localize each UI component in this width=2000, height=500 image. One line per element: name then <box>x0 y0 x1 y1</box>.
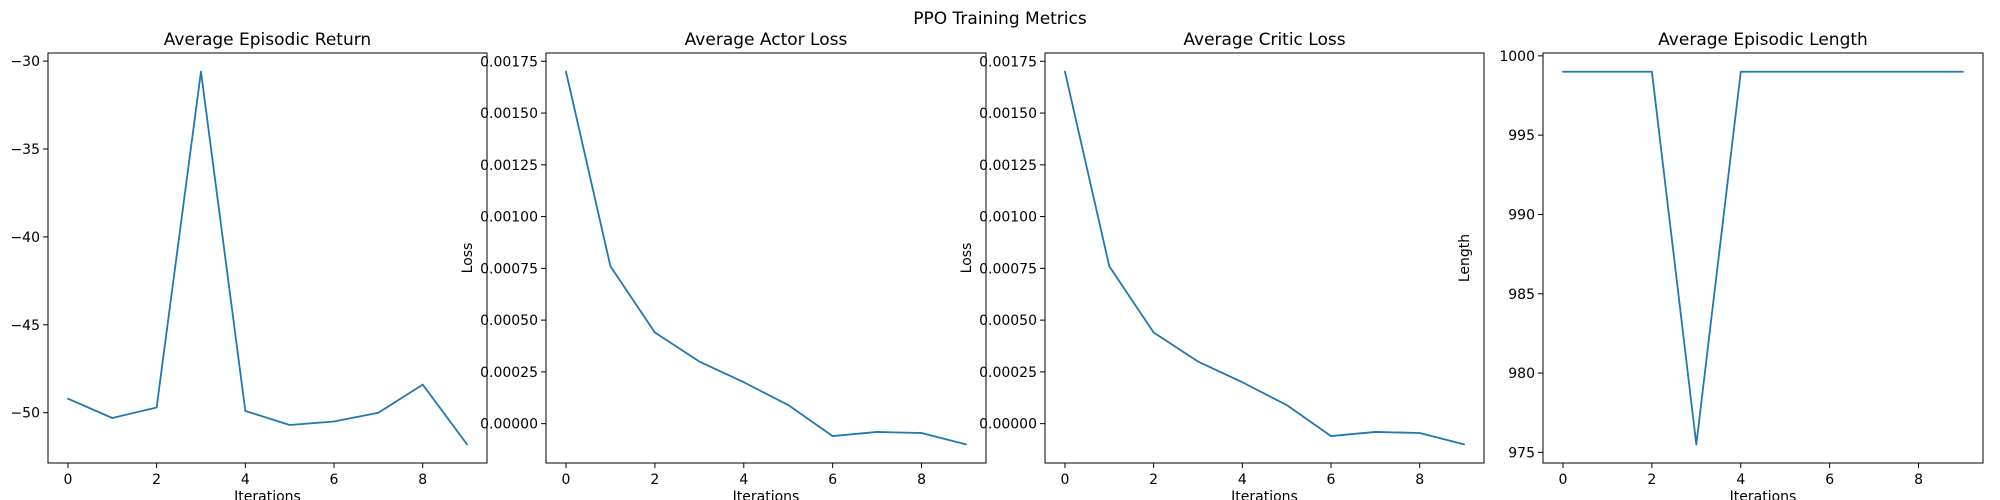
panel-title: Average Actor Loss <box>685 30 848 50</box>
x-tick-label: 6 <box>1825 472 1834 488</box>
y-tick-label: 0.00000 <box>979 417 1037 433</box>
y-tick-label: 0.00050 <box>480 313 538 329</box>
y-tick-label: 990 <box>1508 207 1535 223</box>
y-tick-label: 0.00100 <box>979 210 1037 226</box>
series-line <box>565 70 967 446</box>
y-tick-label: −50 <box>10 406 40 422</box>
x-tick-label: 8 <box>418 472 427 488</box>
chart-panel-1: Average Episodic Return 0 2 4 6 8 −50 −45 −40 −35… <box>10 30 488 500</box>
y-tick-label: 0.00150 <box>979 106 1037 122</box>
y-tick-label: −30 <box>10 54 40 70</box>
chart-panel-4: Average Episodic Length 0 2 4 6 8 975 980 985 990… <box>1457 30 1984 500</box>
y-tick-label: 985 <box>1508 287 1535 303</box>
plot-frame <box>47 52 488 464</box>
x-tick-label: 2 <box>1149 472 1158 488</box>
x-axis-label: Iterations <box>234 489 301 500</box>
panel-title: Average Critic Loss <box>1183 30 1345 50</box>
y-tick-label: 0.00175 <box>979 54 1037 70</box>
x-tick-label: 2 <box>650 472 659 488</box>
y-tick-label: 0.00075 <box>979 261 1037 277</box>
x-tick-label: 2 <box>1647 472 1656 488</box>
panel-title: Average Episodic Length <box>1658 30 1868 50</box>
y-tick-label: −40 <box>10 230 40 246</box>
x-tick-label: 4 <box>1238 472 1247 488</box>
x-tick-label: 4 <box>1736 472 1745 488</box>
plot-frame <box>1542 52 1984 464</box>
y-tick-label: 0.00025 <box>480 365 538 381</box>
x-tick-label: 4 <box>739 472 748 488</box>
y-tick-label: 0.00125 <box>480 158 538 174</box>
y-tick-label: 0.00000 <box>480 417 538 433</box>
series-line <box>67 70 468 446</box>
x-tick-label: 0 <box>1060 472 1069 488</box>
y-tick-label: 0.00050 <box>979 313 1037 329</box>
x-tick-label: 6 <box>828 472 837 488</box>
x-tick-label: 4 <box>241 472 250 488</box>
y-tick-label: 0.00100 <box>480 210 538 226</box>
plot-frame <box>1044 52 1485 464</box>
x-tick-label: 8 <box>1415 472 1424 488</box>
x-axis-label: Iterations <box>1730 489 1797 500</box>
chart-panel-3: Average Critic Loss 0 2 4 6 8 0.00000 0.00025 0.… <box>959 30 1485 500</box>
y-tick-label: 995 <box>1508 128 1535 144</box>
x-axis-label: Iterations <box>1231 489 1298 500</box>
x-tick-label: 0 <box>63 472 72 488</box>
x-tick-label: 0 <box>562 472 571 488</box>
x-tick-label: 0 <box>1559 472 1568 488</box>
y-tick-label: 980 <box>1508 366 1535 382</box>
y-axis-label: Loss <box>959 243 975 274</box>
x-tick-label: 2 <box>152 472 161 488</box>
plot-frame <box>545 52 987 464</box>
y-tick-label: 1000 <box>1499 49 1535 65</box>
y-tick-label: 0.00150 <box>480 106 538 122</box>
y-axis-label: Length <box>1457 234 1473 282</box>
y-tick-label: 0.00075 <box>480 261 538 277</box>
x-tick-label: 8 <box>1914 472 1923 488</box>
y-tick-label: 0.00125 <box>979 158 1037 174</box>
y-tick-label: 975 <box>1508 445 1535 461</box>
x-tick-label: 8 <box>917 472 926 488</box>
figure-suptitle: PPO Training Metrics <box>913 9 1087 29</box>
y-tick-label: 0.00175 <box>480 54 538 70</box>
x-tick-label: 6 <box>1327 472 1336 488</box>
y-tick-label: 0.00025 <box>979 365 1037 381</box>
panel-title: Average Episodic Return <box>164 30 371 50</box>
series-line <box>1562 70 1964 446</box>
y-tick-label: −35 <box>10 142 40 158</box>
series-line <box>1064 70 1465 446</box>
x-tick-label: 6 <box>330 472 339 488</box>
y-axis-label: Loss <box>460 243 476 274</box>
chart-panels: Average Episodic Return 0 2 4 6 8 −50 −45 −40 −35… <box>10 30 1984 500</box>
x-axis-label: Iterations <box>733 489 800 500</box>
chart-panel-2: Average Actor Loss 0 2 4 6 8 0.00000 0.00025 0.0… <box>460 30 987 500</box>
y-tick-label: −45 <box>10 318 40 334</box>
